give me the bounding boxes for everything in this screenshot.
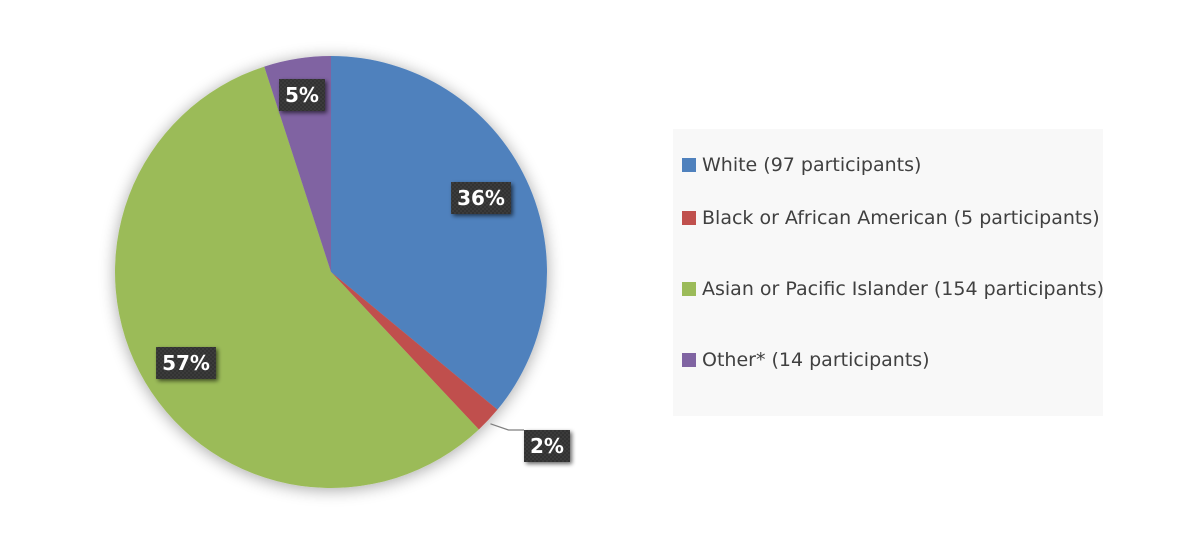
legend-item: Asian or Pacific Islander (154 participa…: [682, 253, 1105, 325]
data-label: 36%: [451, 182, 511, 214]
legend-item: Other* (14 participants): [682, 324, 1103, 396]
data-label: 57%: [156, 347, 216, 379]
pie-chart: 36% 2% 57% 5%: [115, 56, 570, 489]
svg-text:5%: 5%: [285, 83, 319, 107]
legend-item: Black or African American (5 participant…: [682, 182, 1103, 254]
legend-swatch: [682, 353, 696, 367]
pie-slice: [331, 272, 498, 430]
pie-slice: [331, 56, 547, 410]
svg-text:2%: 2%: [530, 434, 564, 458]
legend-label: Asian or Pacific Islander (154 participa…: [702, 278, 1105, 300]
data-label: 2%: [524, 430, 570, 462]
legend-item: White (97 participants): [682, 147, 1103, 183]
legend-swatch: [682, 158, 696, 172]
legend-label: Other* (14 participants): [702, 349, 930, 371]
leader-line: [490, 423, 525, 431]
svg-text:36%: 36%: [457, 186, 505, 210]
legend-swatch: [682, 282, 696, 296]
legend-label: White (97 participants): [702, 154, 922, 176]
data-label: 5%: [279, 79, 325, 111]
pie-slice: [115, 66, 479, 489]
legend-label: Black or African American (5 participant…: [702, 207, 1100, 229]
svg-text:57%: 57%: [162, 351, 210, 375]
legend-swatch: [682, 211, 696, 225]
legend: White (97 participants) Black or African …: [673, 129, 1105, 416]
